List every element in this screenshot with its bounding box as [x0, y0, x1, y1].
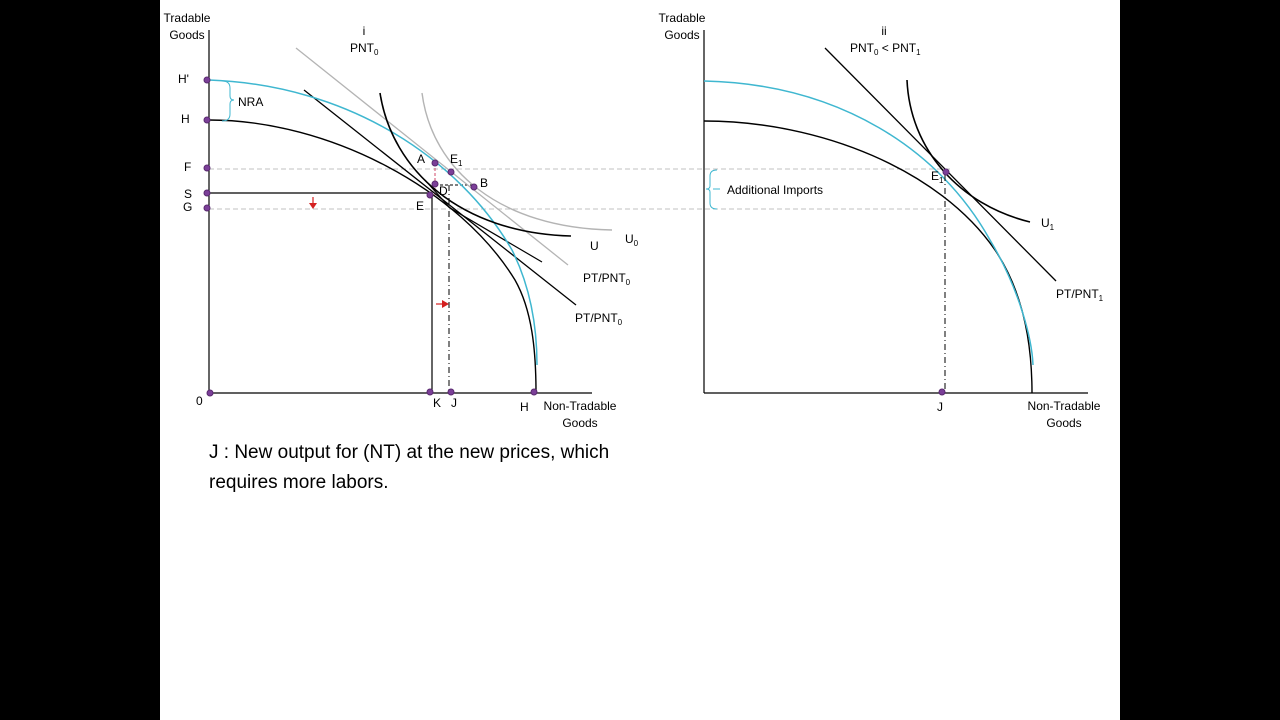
indifference-u1: [906, 79, 1031, 223]
dot-e1: [447, 168, 455, 176]
dot-origin: [206, 389, 214, 397]
label-d: D: [439, 184, 448, 198]
dot-j: [447, 388, 455, 396]
label-u: U: [590, 239, 599, 253]
caption-line-1: J : New output for (NT) at the new price…: [209, 442, 610, 463]
indifference-u: [379, 92, 572, 237]
label-e1-ii-sub: 1: [939, 176, 944, 185]
label-u0-main: U: [625, 232, 634, 246]
panel-i-subtitle-sub: 0: [374, 48, 379, 57]
panel-i: Tradable Goods i PNT0 H' H F S G NRA A E…: [164, 11, 950, 430]
panel-i-subtitle-main: PNT: [350, 41, 375, 55]
dot-s: [203, 189, 211, 197]
label-pt-pnt1-main: PT/PNT: [1056, 287, 1099, 301]
label-pt-pnt-b-sub: 0: [618, 318, 623, 327]
panel-ii-subtitle-a-sub: 0: [874, 48, 879, 57]
ppf-original: [208, 119, 537, 394]
panel-i-title: i: [363, 24, 366, 38]
panel-ii-x-axis-label-2: Goods: [1046, 416, 1081, 430]
label-u0: U0: [625, 232, 639, 248]
label-pt-pnt-a-main: PT/PNT: [583, 271, 626, 285]
panel-ii-y-axis-label-2: Goods: [664, 28, 699, 42]
label-j-ii: J: [937, 400, 943, 414]
panel-i-dots: [203, 76, 538, 397]
panel-ii-subtitle-b-sub: 1: [916, 48, 921, 57]
ppf-shifted: [208, 79, 538, 366]
label-origin: 0: [196, 394, 203, 408]
nra-bracket: [221, 80, 235, 122]
label-h-prime: H': [178, 72, 189, 86]
panel-ii-subtitle-a: PNT: [850, 41, 875, 55]
dot-h-prime: [203, 76, 211, 84]
label-j: J: [451, 396, 457, 410]
label-pt-pnt-a-sub: 0: [626, 278, 631, 287]
arrow-down-red-head: [309, 203, 317, 209]
dot-e: [426, 191, 434, 199]
dot-e1-ii: [942, 168, 950, 176]
label-nra: NRA: [238, 95, 263, 109]
panel-ii-dots: [938, 168, 950, 396]
label-u0-sub: 0: [634, 239, 639, 248]
arrow-right-red-head: [442, 300, 449, 308]
panel-i-y-axis-label-1: Tradable: [164, 11, 211, 25]
panel-ii-x-axis-label-1: Non-Tradable: [1028, 399, 1101, 413]
economics-diagram: Tradable Goods i PNT0 H' H F S G NRA A E…: [164, 11, 1104, 430]
dot-h-x: [530, 388, 538, 396]
dot-a: [431, 159, 439, 167]
ppf-ii-original: [703, 120, 1033, 394]
label-g: G: [183, 200, 192, 214]
label-k: K: [433, 396, 441, 410]
label-a: A: [417, 152, 425, 166]
dot-b: [470, 183, 478, 191]
dot-d: [431, 180, 439, 188]
label-b: B: [480, 176, 488, 190]
dot-k: [426, 388, 434, 396]
label-e1-sub: 1: [458, 159, 463, 168]
price-line-pt-pnt1: [824, 47, 1057, 282]
label-e: E: [416, 199, 424, 213]
panel-i-x-axis-label-1: Non-Tradable: [544, 399, 617, 413]
dot-j-ii: [938, 388, 946, 396]
indifference-u0-grey: [421, 92, 613, 231]
price-line-grey: [295, 47, 569, 266]
label-u1-sub: 1: [1050, 223, 1055, 232]
label-e1-main: E: [450, 152, 458, 166]
label-s: S: [184, 187, 192, 201]
label-pt-pnt-a: PT/PNT0: [583, 271, 631, 287]
label-e1-ii-main: E: [931, 169, 939, 183]
label-pt-pnt1: PT/PNT1: [1056, 287, 1104, 303]
label-u1-main: U: [1041, 216, 1050, 230]
slide: Tradable Goods i PNT0 H' H F S G NRA A E…: [160, 0, 1120, 720]
panel-i-subtitle: PNT0: [350, 41, 379, 57]
label-h: H: [181, 112, 190, 126]
additional-imports-bracket: [705, 169, 718, 210]
panel-ii: Tradable Goods ii PNT0 < PNT1 Additional…: [659, 11, 1104, 430]
label-pt-pnt-b-main: PT/PNT: [575, 311, 618, 325]
dot-f: [203, 164, 211, 172]
panel-ii-subtitle: PNT0 < PNT1: [850, 41, 921, 57]
panel-ii-y-axis-label-1: Tradable: [659, 11, 706, 25]
label-pt-pnt1-sub: 1: [1099, 294, 1104, 303]
label-additional-imports: Additional Imports: [727, 183, 823, 197]
label-e1-ii: E1: [931, 169, 944, 185]
label-u1: U1: [1041, 216, 1055, 232]
dot-g: [203, 204, 211, 212]
panel-i-y-axis-label-2: Goods: [169, 28, 204, 42]
ppf-ii-shifted: [703, 80, 1034, 366]
caption-line-2: requires more labors.: [209, 472, 389, 493]
label-h-x: H: [520, 400, 529, 414]
dot-h: [203, 116, 211, 124]
panel-i-x-axis-label-2: Goods: [562, 416, 597, 430]
panel-ii-subtitle-lt: < PNT: [878, 41, 916, 55]
panel-ii-title: ii: [881, 24, 886, 38]
label-e1: E1: [450, 152, 463, 168]
caption: J : New output for (NT) at the new price…: [209, 438, 729, 498]
label-pt-pnt-b: PT/PNT0: [575, 311, 623, 327]
label-f: F: [184, 160, 191, 174]
